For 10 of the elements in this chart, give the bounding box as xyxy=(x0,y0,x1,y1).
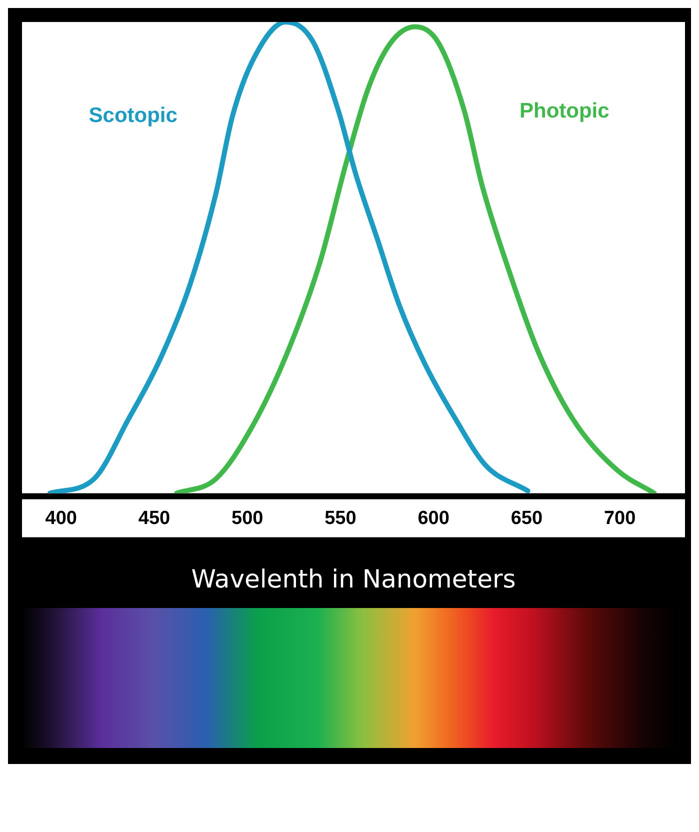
x-tick-label: 450 xyxy=(138,508,170,529)
x-tick-label: 600 xyxy=(418,508,450,529)
x-tick-label: 500 xyxy=(231,508,264,529)
x-tick-label: 650 xyxy=(510,508,543,529)
x-tick-label: 700 xyxy=(604,508,636,529)
x-tick-label: 400 xyxy=(45,508,77,529)
text: Scotopic xyxy=(88,104,178,128)
text: Photopic xyxy=(519,99,610,122)
x-axis-title: Wavelenth in Nanometers xyxy=(191,564,516,594)
x-tick-label: 550 xyxy=(324,508,356,529)
